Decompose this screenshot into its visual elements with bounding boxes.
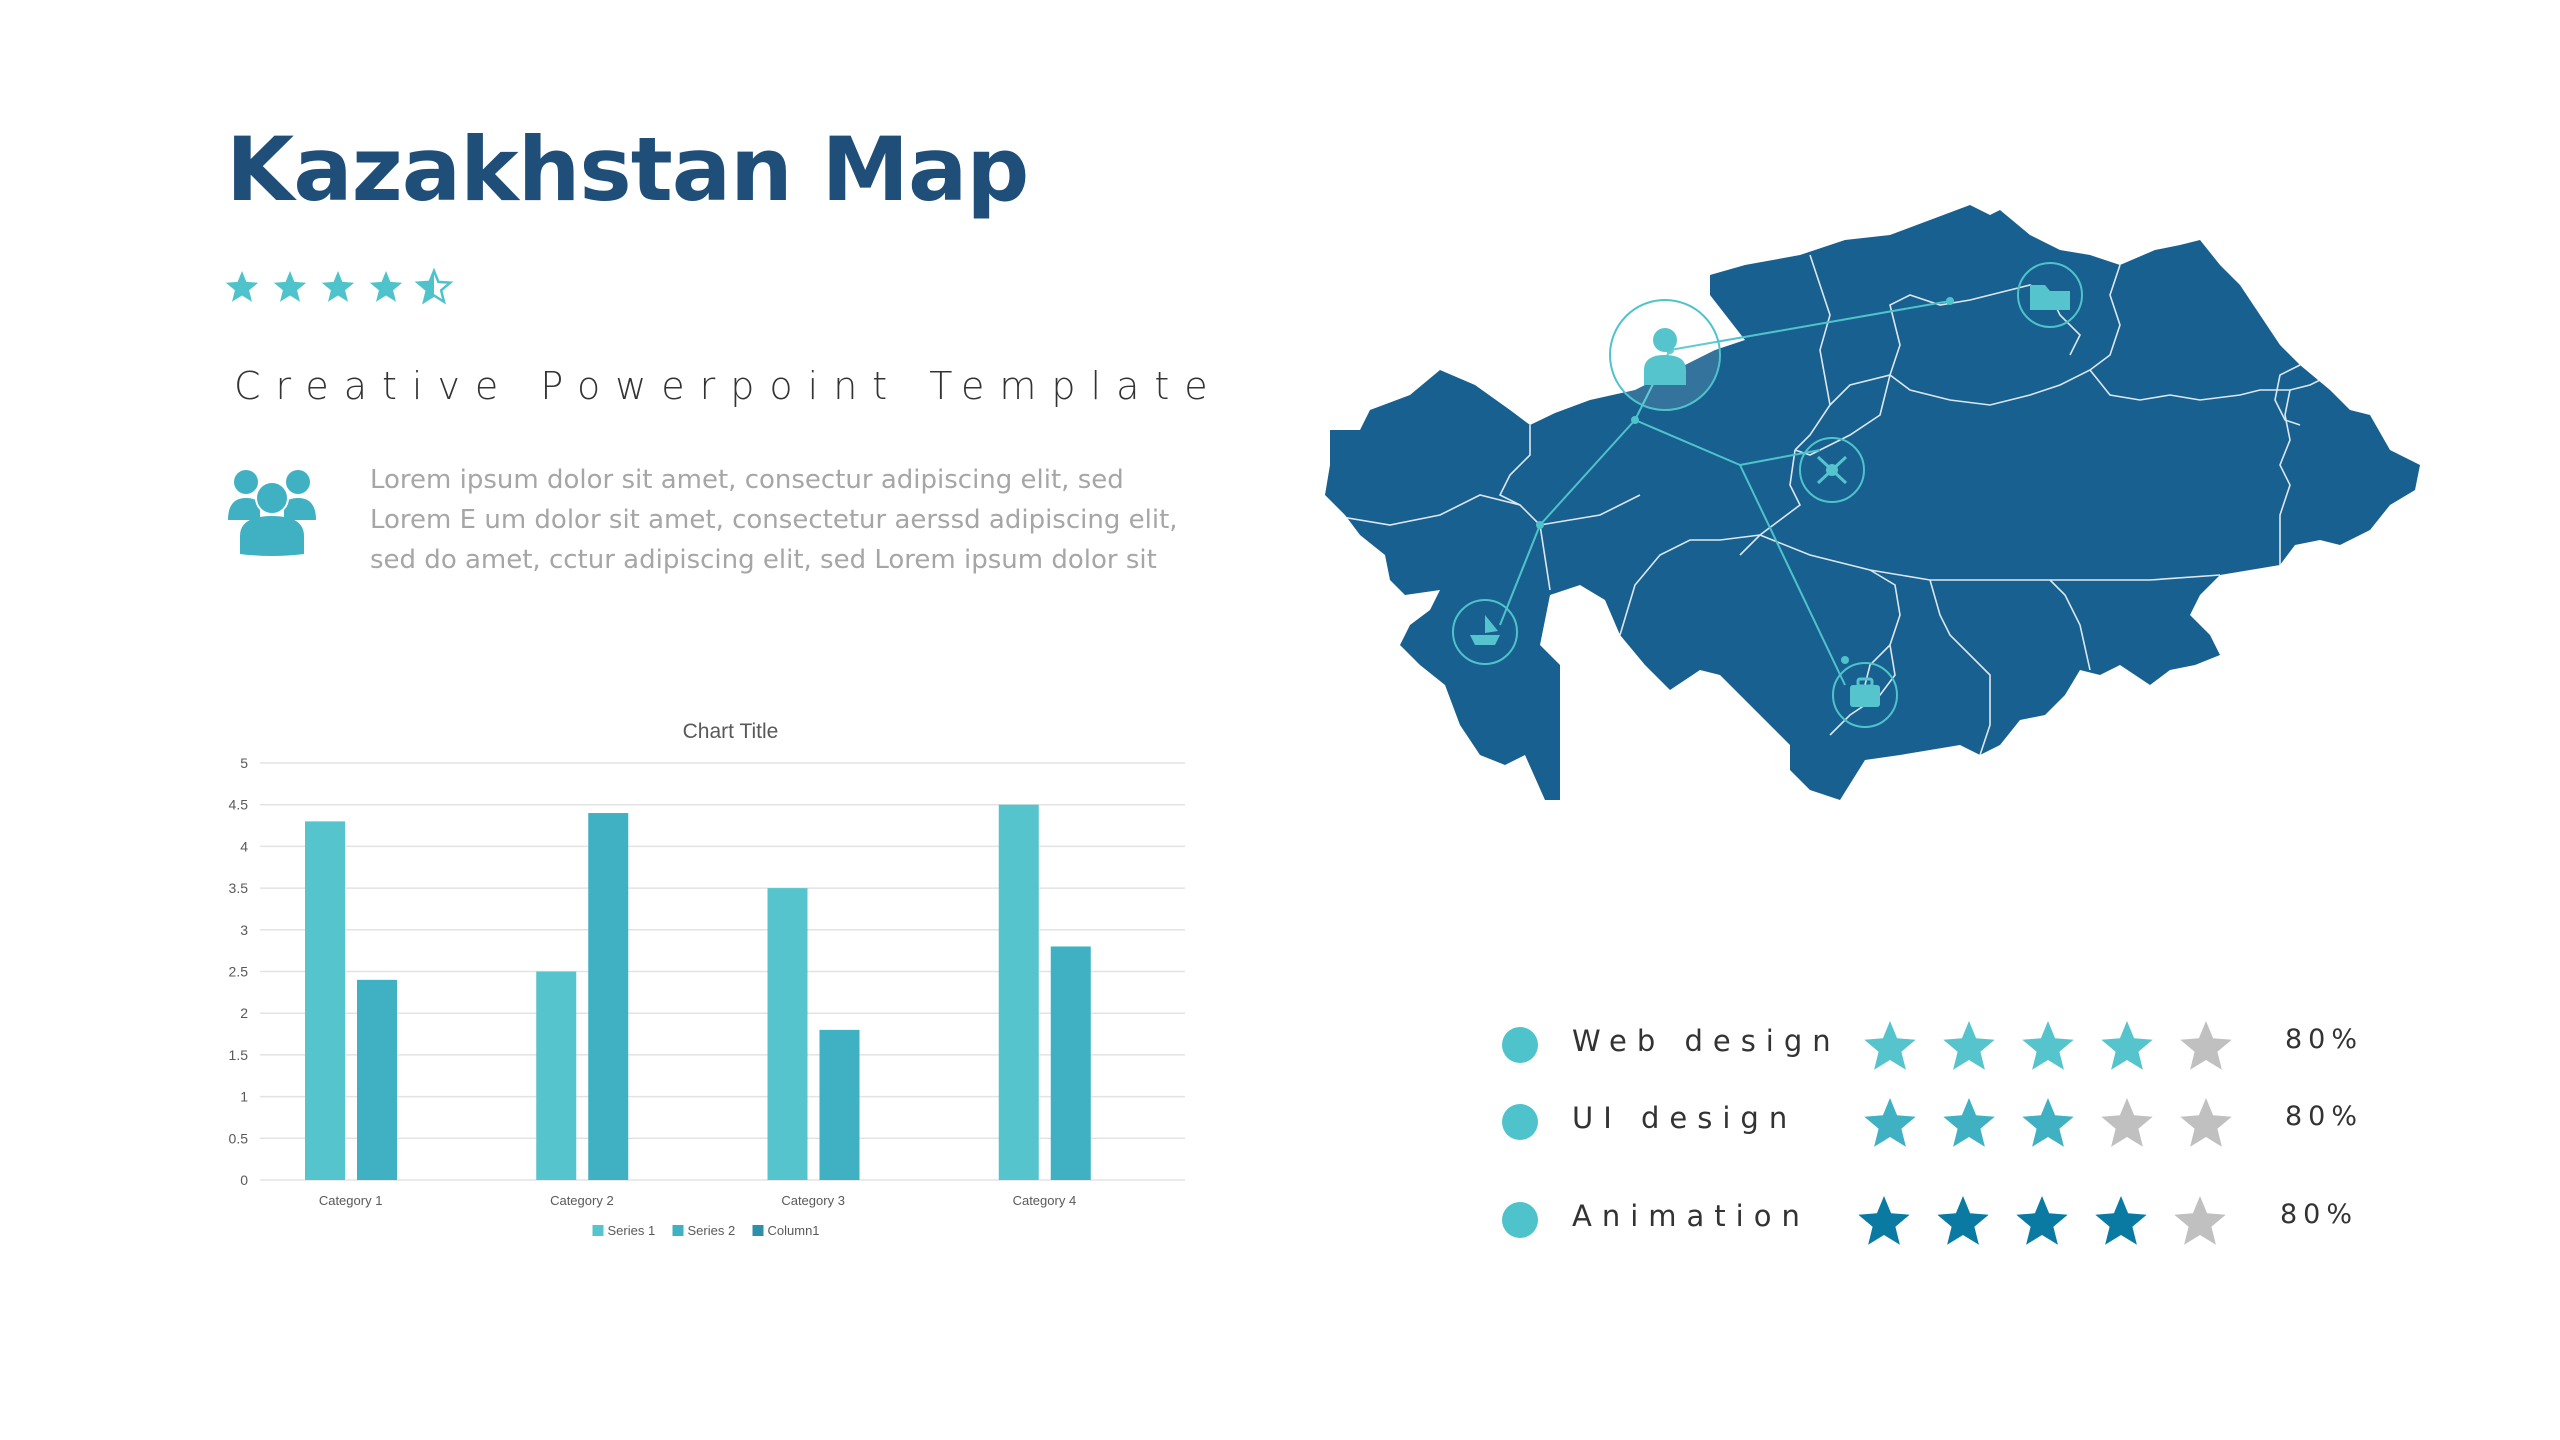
rating-row-ui-design: UI design 80% — [1490, 1087, 2390, 1157]
slide-title: Kazakhstan Map — [226, 118, 1029, 221]
user-icon — [1609, 299, 1721, 411]
y-tick-label: 4 — [240, 838, 248, 854]
star-filled-icon — [1864, 1021, 1916, 1070]
legend-entry: Series 2 — [672, 1223, 736, 1238]
y-tick-label: 3 — [240, 922, 248, 938]
star-filled-icon — [1943, 1021, 1995, 1070]
x-tick-label: Category 3 — [781, 1193, 845, 1208]
rating-label: Web design — [1572, 1024, 1841, 1058]
rating-percent: 80% — [2280, 1199, 2359, 1230]
legend-swatch — [592, 1225, 604, 1236]
slide-subtitle: Creative Powerpoint Template — [234, 364, 1223, 408]
legend-swatch — [752, 1225, 764, 1236]
star-filled-icon — [2101, 1021, 2153, 1070]
title-star-rating — [225, 267, 454, 305]
bar — [305, 821, 345, 1180]
y-tick-label: 0 — [240, 1172, 248, 1188]
bar — [998, 804, 1039, 1180]
x-tick-label: Category 1 — [319, 1193, 383, 1208]
rating-percent: 80% — [2285, 1024, 2364, 1055]
y-tick-label: 0.5 — [229, 1130, 249, 1146]
star-filled-icon — [2022, 1098, 2074, 1147]
network-icon — [1799, 437, 1865, 503]
rating-stars — [1864, 1098, 2232, 1147]
team-icon — [228, 470, 316, 556]
y-tick-label: 5 — [240, 755, 248, 771]
bar — [357, 979, 397, 1180]
y-tick-label: 4.5 — [229, 797, 249, 813]
body-text: Lorem ipsum dolor sit amet, consectur ad… — [370, 465, 1178, 575]
y-tick-label: 3.5 — [229, 880, 249, 896]
ship-icon — [1452, 599, 1518, 665]
legend-label: Series 2 — [688, 1223, 736, 1238]
star-empty-icon — [2174, 1196, 2226, 1245]
legend-label: Column1 — [768, 1223, 820, 1238]
legend-swatch — [672, 1225, 684, 1236]
bar — [588, 813, 629, 1180]
rating-row-web-design: Web design 80% — [1490, 1010, 2390, 1080]
rating-bullet — [1502, 1104, 1538, 1140]
star-empty-icon — [2180, 1021, 2232, 1070]
bar-chart: Chart Title 0 0.5 1 1.5 2 2.5 3 3.5 4 4.5 5 Category… — [229, 720, 1185, 1238]
y-tick-label: 2 — [240, 1005, 248, 1021]
rating-row-animation: Animation 80% — [1490, 1185, 2390, 1255]
star-filled-icon — [1943, 1098, 1995, 1147]
skill-ratings: Web design 80% UI design 80% Animation 8… — [1490, 1010, 2390, 1270]
rating-bullet — [1502, 1202, 1538, 1238]
map-shape — [1325, 205, 2420, 800]
rating-label: UI design — [1572, 1101, 1798, 1135]
y-tick-label: 1 — [240, 1089, 248, 1105]
star-empty-icon — [2180, 1098, 2232, 1147]
star-full-icon — [321, 271, 355, 302]
star-filled-icon — [2022, 1021, 2074, 1070]
y-tick-label: 2.5 — [229, 964, 249, 980]
bar — [819, 1029, 860, 1180]
bar — [1050, 946, 1091, 1180]
folder-icon — [2017, 262, 2083, 328]
bar — [767, 888, 808, 1180]
x-tick-label: Category 4 — [1013, 1193, 1077, 1208]
legend-entry: Column1 — [752, 1223, 820, 1238]
legend-label: Series 1 — [608, 1223, 656, 1238]
star-filled-icon — [1937, 1196, 1989, 1245]
star-filled-icon — [1864, 1098, 1916, 1147]
rating-label: Animation — [1572, 1199, 1810, 1233]
star-filled-icon — [1858, 1196, 1910, 1245]
rating-stars — [1864, 1021, 2232, 1070]
bar — [536, 971, 577, 1180]
rating-stars — [1858, 1196, 2226, 1245]
x-tick-label: Category 2 — [550, 1193, 614, 1208]
rating-percent: 80% — [2285, 1101, 2364, 1132]
star-half-icon — [414, 267, 454, 305]
star-full-icon — [225, 271, 259, 302]
star-full-icon — [369, 271, 403, 302]
rating-bullet — [1502, 1027, 1538, 1063]
chart-title: Chart Title — [683, 720, 779, 743]
kazakhstan-map — [1325, 205, 2420, 800]
star-full-icon — [273, 271, 307, 302]
y-tick-label: 1.5 — [229, 1047, 249, 1063]
star-empty-icon — [2101, 1098, 2153, 1147]
legend-entry: Series 1 — [592, 1223, 656, 1238]
star-filled-icon — [2016, 1196, 2068, 1245]
star-filled-icon — [2095, 1196, 2147, 1245]
briefcase-icon — [1832, 662, 1898, 728]
